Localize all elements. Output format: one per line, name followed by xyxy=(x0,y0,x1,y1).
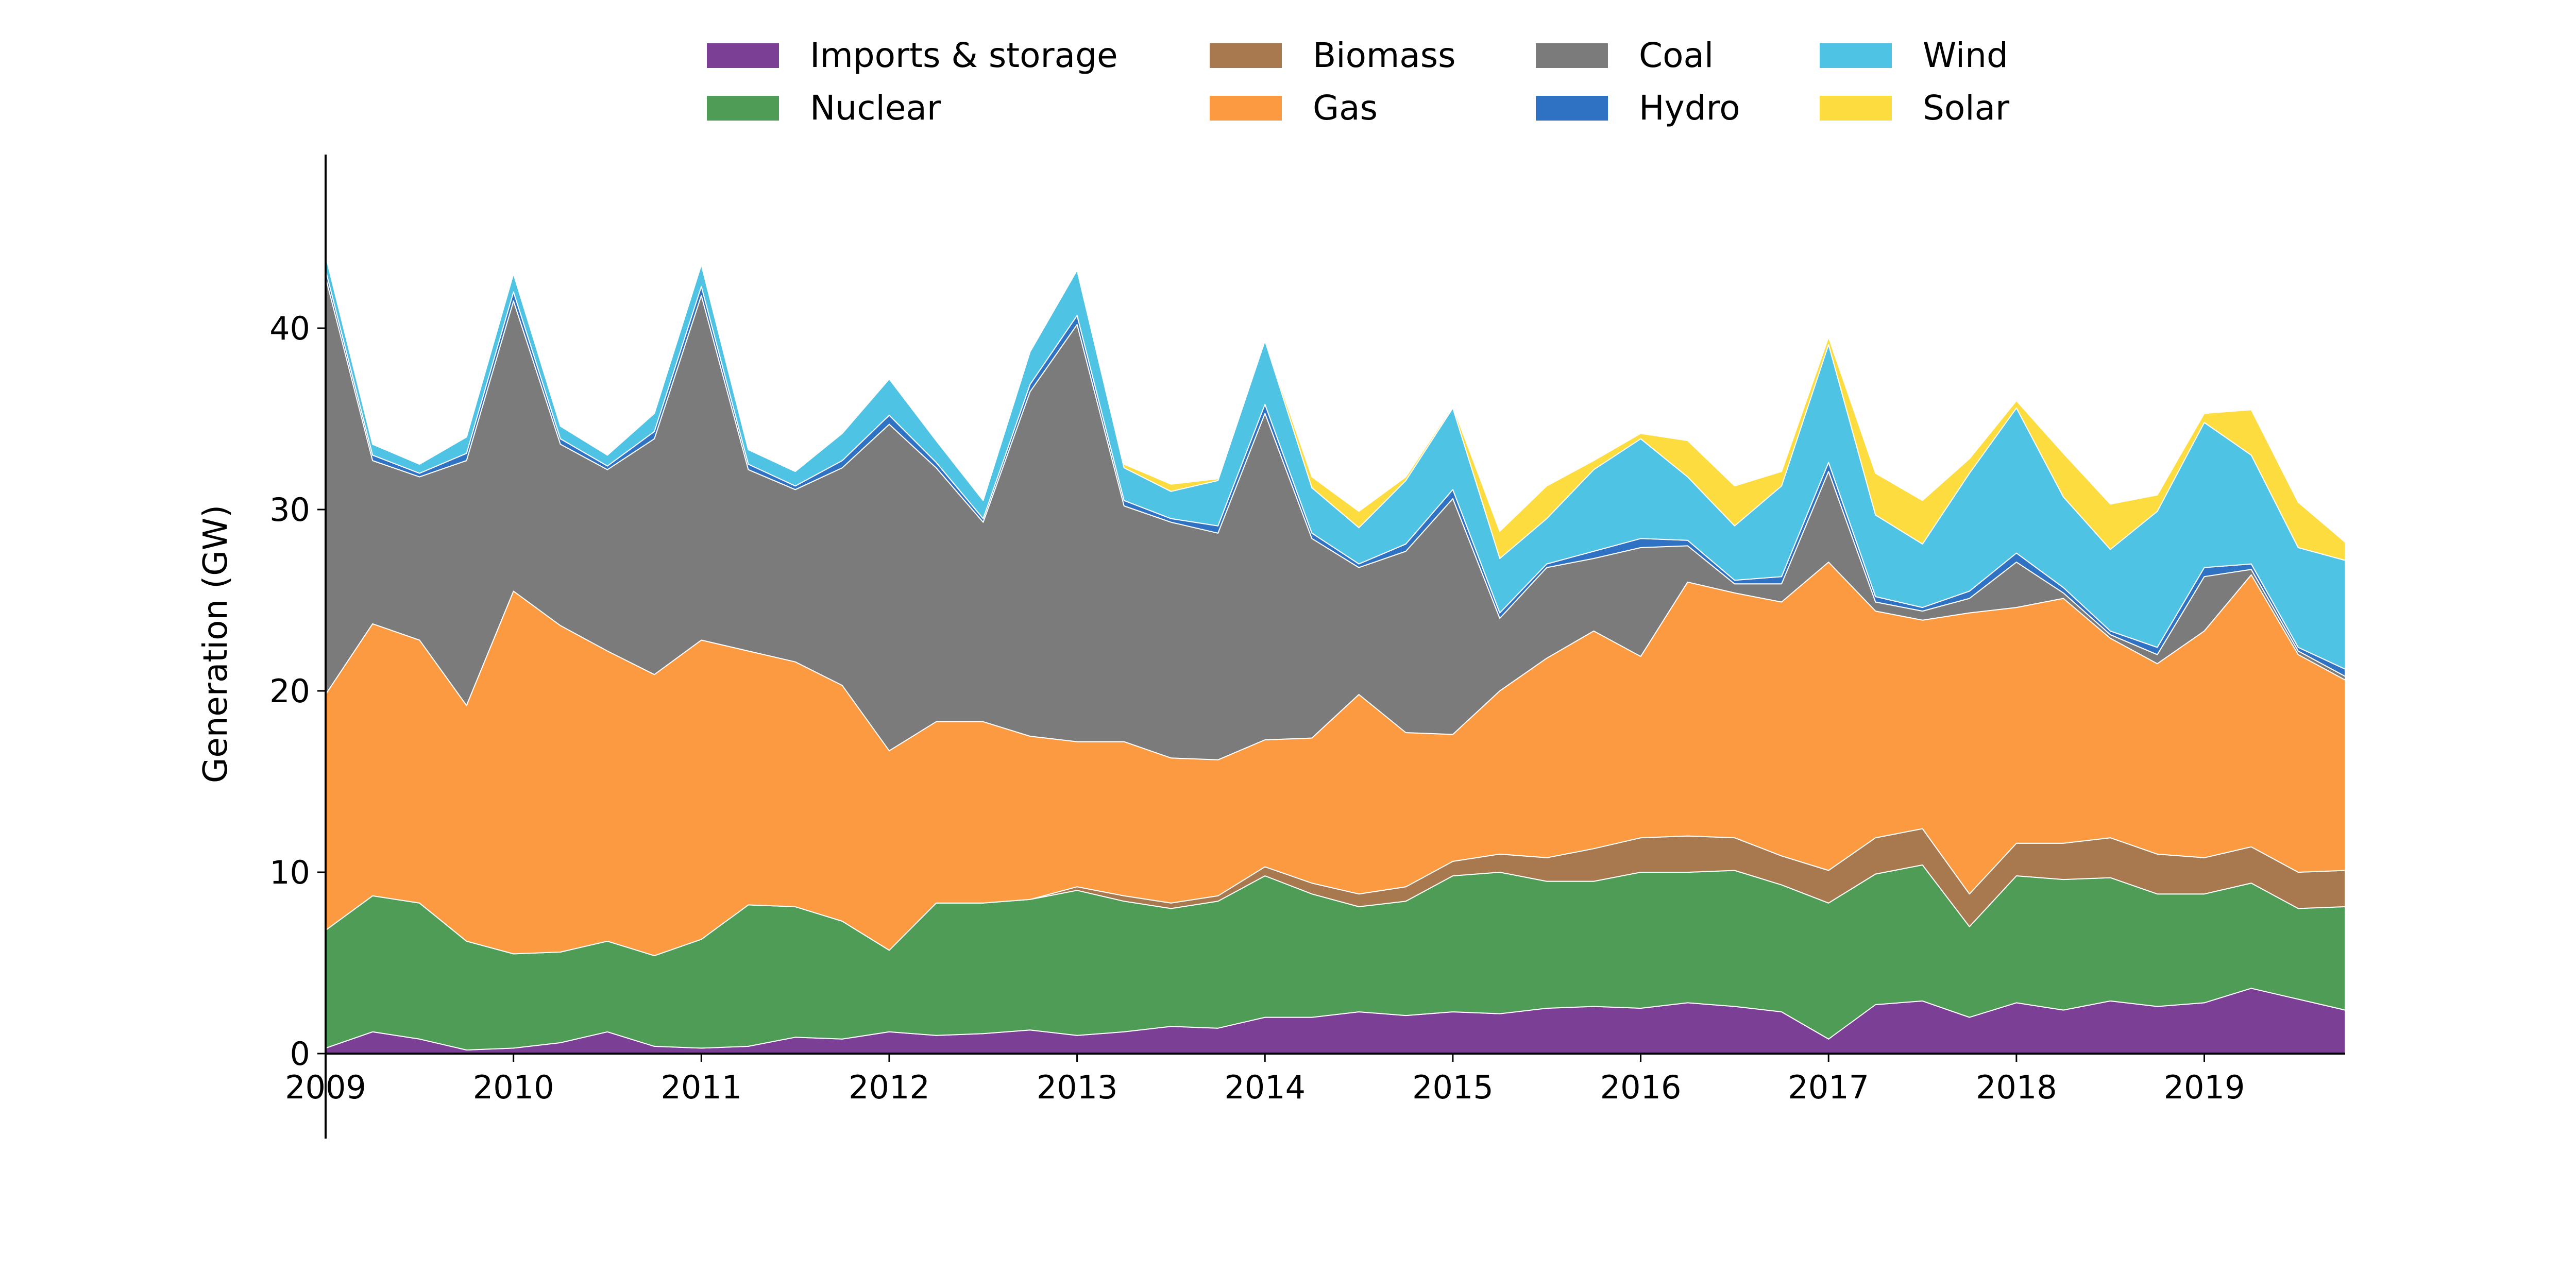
x-tick-label: 2013 xyxy=(1037,1069,1118,1106)
legend-label-hydro: Hydro xyxy=(1639,88,1740,128)
legend-swatch-gas xyxy=(1210,96,1282,121)
y-tick-label: 20 xyxy=(269,672,310,710)
series-layer xyxy=(325,255,2346,1054)
legend-label-biomass: Biomass xyxy=(1313,36,1456,75)
x-tick-label: 2015 xyxy=(1412,1069,1494,1106)
y-tick-label: 0 xyxy=(290,1035,310,1073)
legend-swatch-imports-storage xyxy=(707,43,779,68)
legend-label-wind: Wind xyxy=(1923,36,2008,75)
legend-label-gas: Gas xyxy=(1313,88,1378,128)
x-tick-label: 2016 xyxy=(1600,1069,1682,1106)
y-tick-label: 30 xyxy=(269,491,310,529)
x-tick-label: 2012 xyxy=(849,1069,930,1106)
x-tick-label: 2011 xyxy=(660,1069,742,1106)
legend-swatch-hydro xyxy=(1536,96,1608,121)
series-area-solar xyxy=(325,255,2346,561)
x-tick-label: 2018 xyxy=(1976,1069,2057,1106)
legend-swatch-coal xyxy=(1536,43,1608,68)
legend-swatch-wind xyxy=(1820,43,1892,68)
x-tick-label: 2010 xyxy=(473,1069,554,1106)
legend-swatch-solar xyxy=(1820,96,1892,121)
x-tick-label: 2014 xyxy=(1224,1069,1306,1106)
x-tick-label: 2019 xyxy=(2164,1069,2245,1106)
x-tick-label: 2009 xyxy=(285,1069,366,1106)
legend-label-imports-storage: Imports & storage xyxy=(810,36,1118,75)
legend-label-coal: Coal xyxy=(1639,36,1714,75)
legend-label-solar: Solar xyxy=(1923,88,2010,128)
legend: Imports & storage Biomass Coal Wind Nuclear G… xyxy=(707,36,2010,128)
legend-swatch-nuclear xyxy=(707,96,779,121)
legend-swatch-biomass xyxy=(1210,43,1282,68)
axes-layer: 0 10 20 30 40 2009 2010 2011 2012 2013 2014 2015 201… xyxy=(269,155,2345,1139)
y-tick-label: 10 xyxy=(269,854,310,891)
y-axis-label: Generation (GW) xyxy=(197,505,235,783)
legend-label-nuclear: Nuclear xyxy=(810,88,941,128)
y-tick-label: 40 xyxy=(269,310,310,347)
x-tick-label: 2017 xyxy=(1788,1069,1869,1106)
